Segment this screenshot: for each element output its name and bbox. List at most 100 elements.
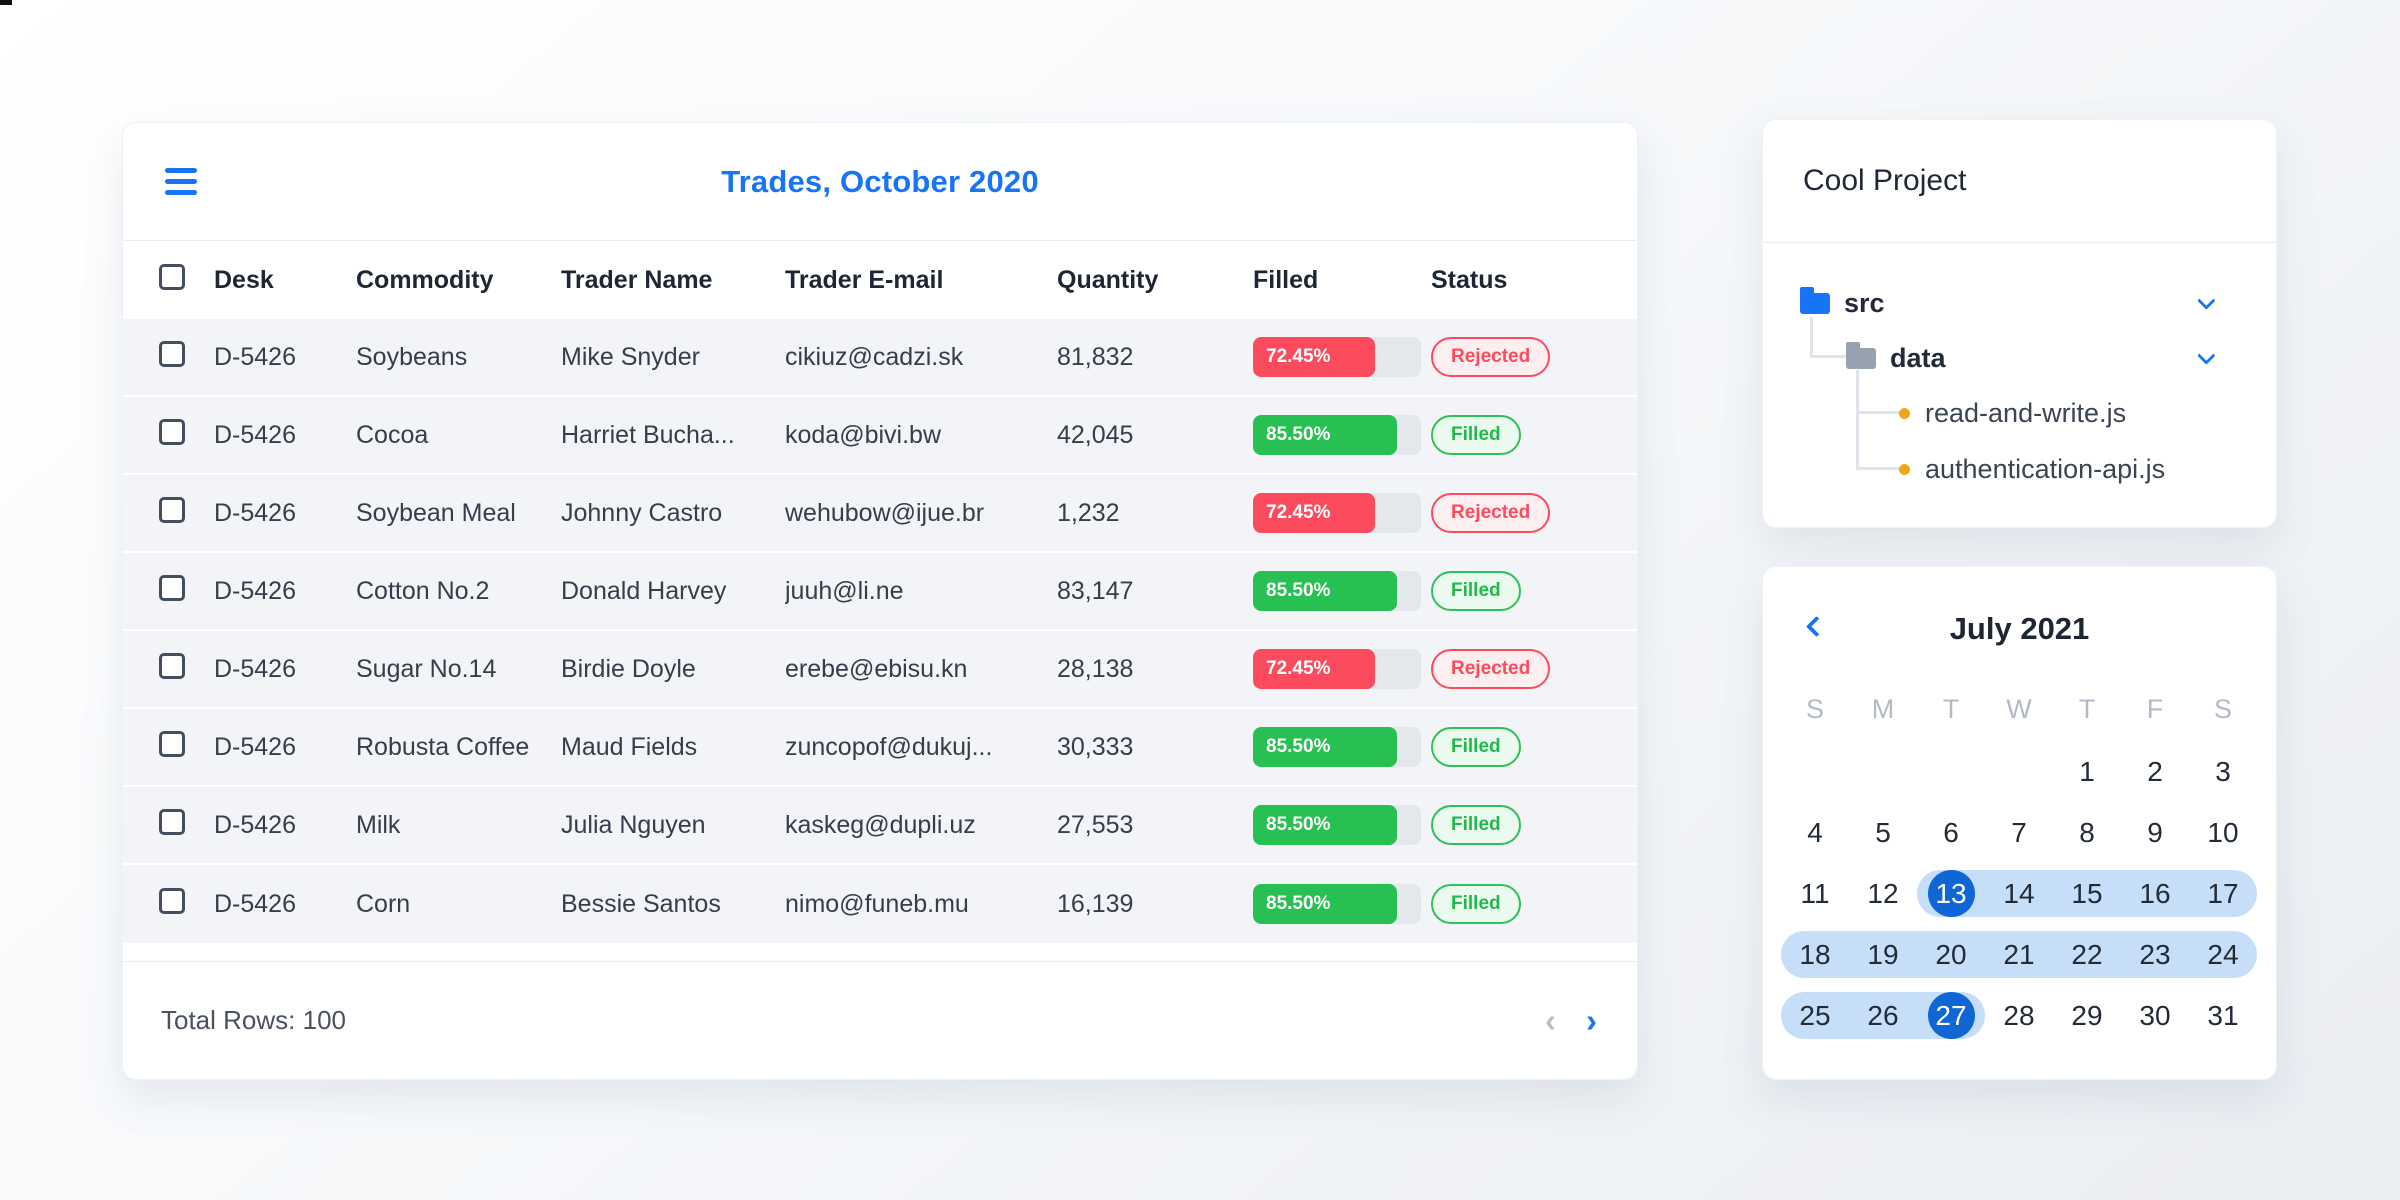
- table-row: D-5426 Soybeans Mike Snyder cikiuz@cadzi…: [123, 319, 1637, 397]
- tree-connector-line: [1810, 355, 1846, 358]
- file-name: read-and-write.js: [1925, 397, 2127, 428]
- cell-trader-email: zuncopof@dukuj...: [785, 732, 993, 761]
- row-checkbox[interactable]: [159, 418, 185, 445]
- filled-progress-value: 85.50%: [1253, 571, 1397, 611]
- next-page-icon[interactable]: ›: [1586, 1002, 1597, 1039]
- tree-file[interactable]: read-and-write.js: [1763, 391, 2276, 435]
- calendar-day[interactable]: 19: [1849, 924, 1917, 985]
- tree-connector-line: [1856, 467, 1901, 470]
- calendar-day[interactable]: 16: [2121, 863, 2189, 924]
- calendar-day[interactable]: 2: [2147, 755, 2163, 787]
- cell-desk: D-5426: [214, 342, 296, 371]
- calendar-day[interactable]: 10: [2207, 816, 2239, 848]
- cell-trader-email: erebe@ebisu.kn: [785, 654, 968, 683]
- row-checkbox[interactable]: [159, 496, 185, 523]
- calendar-day[interactable]: 23: [2121, 924, 2189, 985]
- calendar-day[interactable]: 5: [1875, 816, 1891, 848]
- calendar-day[interactable]: 20: [1917, 924, 1985, 985]
- calendar-day[interactable]: [1917, 741, 1985, 802]
- calendar-day[interactable]: 21: [1985, 924, 2053, 985]
- calendar-day[interactable]: 13: [1917, 863, 1985, 924]
- calendar-day[interactable]: 30: [2139, 999, 2171, 1031]
- dow-label: T: [2078, 693, 2096, 724]
- calendar-day[interactable]: 8: [2079, 816, 2095, 848]
- row-checkbox[interactable]: [159, 887, 185, 914]
- cell-trader-email: wehubow@ijue.br: [785, 498, 985, 527]
- row-checkbox[interactable]: [159, 808, 185, 835]
- calendar-week: 11 12 13 14 15 16 17: [1781, 863, 2257, 924]
- cell-trader-name: Johnny Castro: [561, 498, 723, 527]
- cell-trader-name: Maud Fields: [561, 732, 698, 761]
- cell-commodity: Sugar No.14: [356, 654, 497, 683]
- calendar-day[interactable]: 27: [1917, 985, 1985, 1046]
- calendar-day[interactable]: 14: [1985, 863, 2053, 924]
- cell-desk: D-5426: [214, 889, 296, 918]
- calendar-day[interactable]: 26: [1849, 985, 1917, 1046]
- tree-file[interactable]: authentication-api.js: [1763, 447, 2276, 491]
- calendar-day[interactable]: [1849, 741, 1917, 802]
- cell-trader-email: cikiuz@cadzi.sk: [785, 342, 964, 371]
- filled-progress-bar: 72.45%: [1253, 337, 1421, 377]
- calendar-day[interactable]: 7: [2011, 816, 2027, 848]
- column-header-trader-name: Trader Name: [561, 265, 713, 294]
- calendar-day[interactable]: 3: [2215, 755, 2231, 787]
- filled-progress-bar: 85.50%: [1253, 805, 1421, 845]
- filled-progress-value: 72.45%: [1253, 493, 1375, 533]
- status-badge: Rejected: [1431, 649, 1551, 689]
- calendar-day[interactable]: 25: [1781, 985, 1849, 1046]
- tree-folder-src[interactable]: src: [1763, 281, 2276, 325]
- calendar-month-title: July 2021: [1949, 611, 2090, 646]
- dow-label: T: [1942, 693, 1960, 724]
- calendar-day[interactable]: [1985, 741, 2053, 802]
- cell-desk: D-5426: [214, 420, 296, 449]
- column-header-status: Status: [1431, 265, 1508, 294]
- calendar-day[interactable]: 18: [1781, 924, 1849, 985]
- screen-artifact: [0, 0, 12, 5]
- table-row: D-5426 Soybean Meal Johnny Castro wehubo…: [123, 475, 1637, 553]
- status-badge: Filled: [1431, 805, 1521, 845]
- tree-folder-data[interactable]: data: [1763, 336, 2276, 380]
- calendar-week: 4 5 6 7 8 9 10: [1781, 802, 2257, 863]
- dow-label: F: [2146, 693, 2164, 724]
- calendar-card: July 2021 S M T W T F S 1 2 3 4 5 6 7 8 …: [1762, 566, 2277, 1080]
- cell-trader-name: Mike Snyder: [561, 342, 700, 371]
- cell-quantity: 83,147: [1057, 576, 1134, 605]
- column-header-desk: Desk: [214, 265, 274, 294]
- row-checkbox[interactable]: [159, 730, 185, 757]
- menu-icon[interactable]: [165, 168, 197, 195]
- cell-trader-name: Bessie Santos: [561, 889, 721, 918]
- calendar-day[interactable]: 22: [2053, 924, 2121, 985]
- chevron-down-icon[interactable]: [2197, 290, 2216, 310]
- calendar-day[interactable]: 15: [2053, 863, 2121, 924]
- calendar-day[interactable]: 12: [1867, 877, 1899, 909]
- row-checkbox[interactable]: [159, 340, 185, 367]
- cell-trader-name: Birdie Doyle: [561, 654, 696, 683]
- dow-label: S: [1805, 693, 1824, 724]
- cell-trader-email: nimo@funeb.mu: [785, 889, 969, 918]
- cell-quantity: 30,333: [1057, 732, 1134, 761]
- select-all-checkbox[interactable]: [159, 263, 185, 290]
- chevron-down-icon[interactable]: [2197, 345, 2216, 365]
- table-row: D-5426 Milk Julia Nguyen kaskeg@dupli.uz…: [123, 787, 1637, 865]
- cell-trader-name: Harriet Bucha...: [561, 420, 735, 449]
- calendar-day[interactable]: 31: [2207, 999, 2239, 1031]
- calendar-day[interactable]: 29: [2071, 999, 2103, 1031]
- calendar-day[interactable]: 11: [1800, 877, 1830, 909]
- column-header-filled: Filled: [1253, 265, 1319, 294]
- calendar-day[interactable]: 28: [2003, 999, 2035, 1031]
- prev-page-icon[interactable]: ‹: [1545, 1002, 1556, 1039]
- calendar-day[interactable]: 6: [1943, 816, 1959, 848]
- filled-progress-bar: 85.50%: [1253, 727, 1421, 767]
- table-header-row: Desk Commodity Trader Name Trader E-mail…: [123, 241, 1637, 319]
- calendar-day[interactable]: 1: [2079, 755, 2095, 787]
- calendar-day[interactable]: 4: [1807, 816, 1823, 848]
- cell-commodity: Milk: [356, 810, 401, 839]
- calendar-day[interactable]: 9: [2147, 816, 2163, 848]
- folder-icon: [1800, 286, 1830, 314]
- calendar-day[interactable]: [1781, 741, 1849, 802]
- row-checkbox[interactable]: [159, 574, 185, 601]
- row-checkbox[interactable]: [159, 652, 185, 679]
- calendar-day[interactable]: 17: [2189, 863, 2257, 924]
- cell-trader-name: Donald Harvey: [561, 576, 727, 605]
- calendar-day[interactable]: 24: [2189, 924, 2257, 985]
